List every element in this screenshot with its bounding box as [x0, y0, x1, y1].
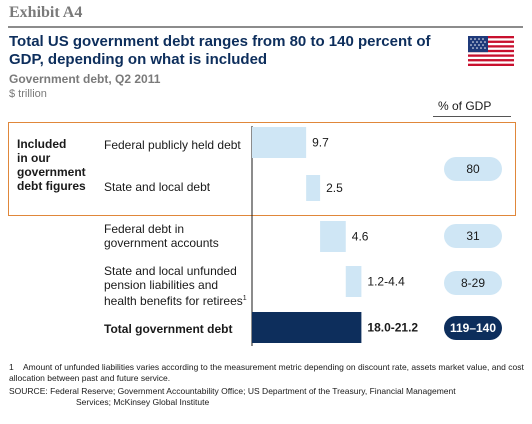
value-label-state-local-unfunded: 1.2-4.4 [367, 275, 405, 289]
row-label-federal-govt-accounts: Federal debt in government accounts [104, 222, 219, 250]
chart-value-labels: 9.7 2.5 4.6 1.2-4.4 18.0-21.2 [312, 136, 418, 335]
bar-federal-govt-accounts [320, 221, 346, 252]
source-note: SOURCE: Federal Reserve; Government Acco… [9, 386, 456, 407]
value-label-state-local-debt: 2.5 [326, 181, 343, 195]
exhibit-label: Exhibit A4 [9, 4, 83, 21]
gdp-pill-unfunded: 8-29 [444, 271, 502, 295]
gdp-column-header: % of GDP [438, 99, 492, 113]
value-label-federal-govt-accounts: 4.6 [352, 230, 369, 244]
row-label-federal-publicly-held: Federal publicly held debt [104, 138, 241, 152]
unit-label: $ trillion [9, 88, 47, 100]
row-label-total: Total government debt [104, 322, 233, 336]
gdp-pill-total: 119–140 [444, 316, 502, 340]
us-flag-icon [468, 36, 514, 66]
gdp-pill-federal-accounts: 31 [444, 224, 502, 248]
gdp-pill-included: 80 [444, 157, 502, 181]
value-label-federal-publicly-held: 9.7 [312, 136, 329, 150]
chart-title: Total US government debt ranges from 80 … [9, 33, 431, 68]
footnote: 1 Amount of unfunded liabilities varies a… [9, 362, 524, 383]
chart-subtitle: Government debt, Q2 2011 [9, 72, 161, 86]
included-group-label: Included in our government debt figures [17, 137, 86, 193]
bar-state-local-debt [306, 175, 321, 201]
included-group-box [8, 122, 516, 216]
value-label-total: 18.0-21.2 [367, 321, 418, 335]
gdp-header-rule [433, 116, 511, 117]
bar-total [252, 312, 362, 343]
row-label-state-local-debt: State and local debt [104, 180, 211, 194]
bar-state-local-unfunded [345, 266, 362, 297]
header-rule [8, 26, 523, 28]
chart-bars [252, 127, 362, 343]
bar-federal-publicly-held [252, 127, 307, 158]
row-label-state-local-unfunded: State and local unfunded pension liabili… [104, 264, 247, 308]
